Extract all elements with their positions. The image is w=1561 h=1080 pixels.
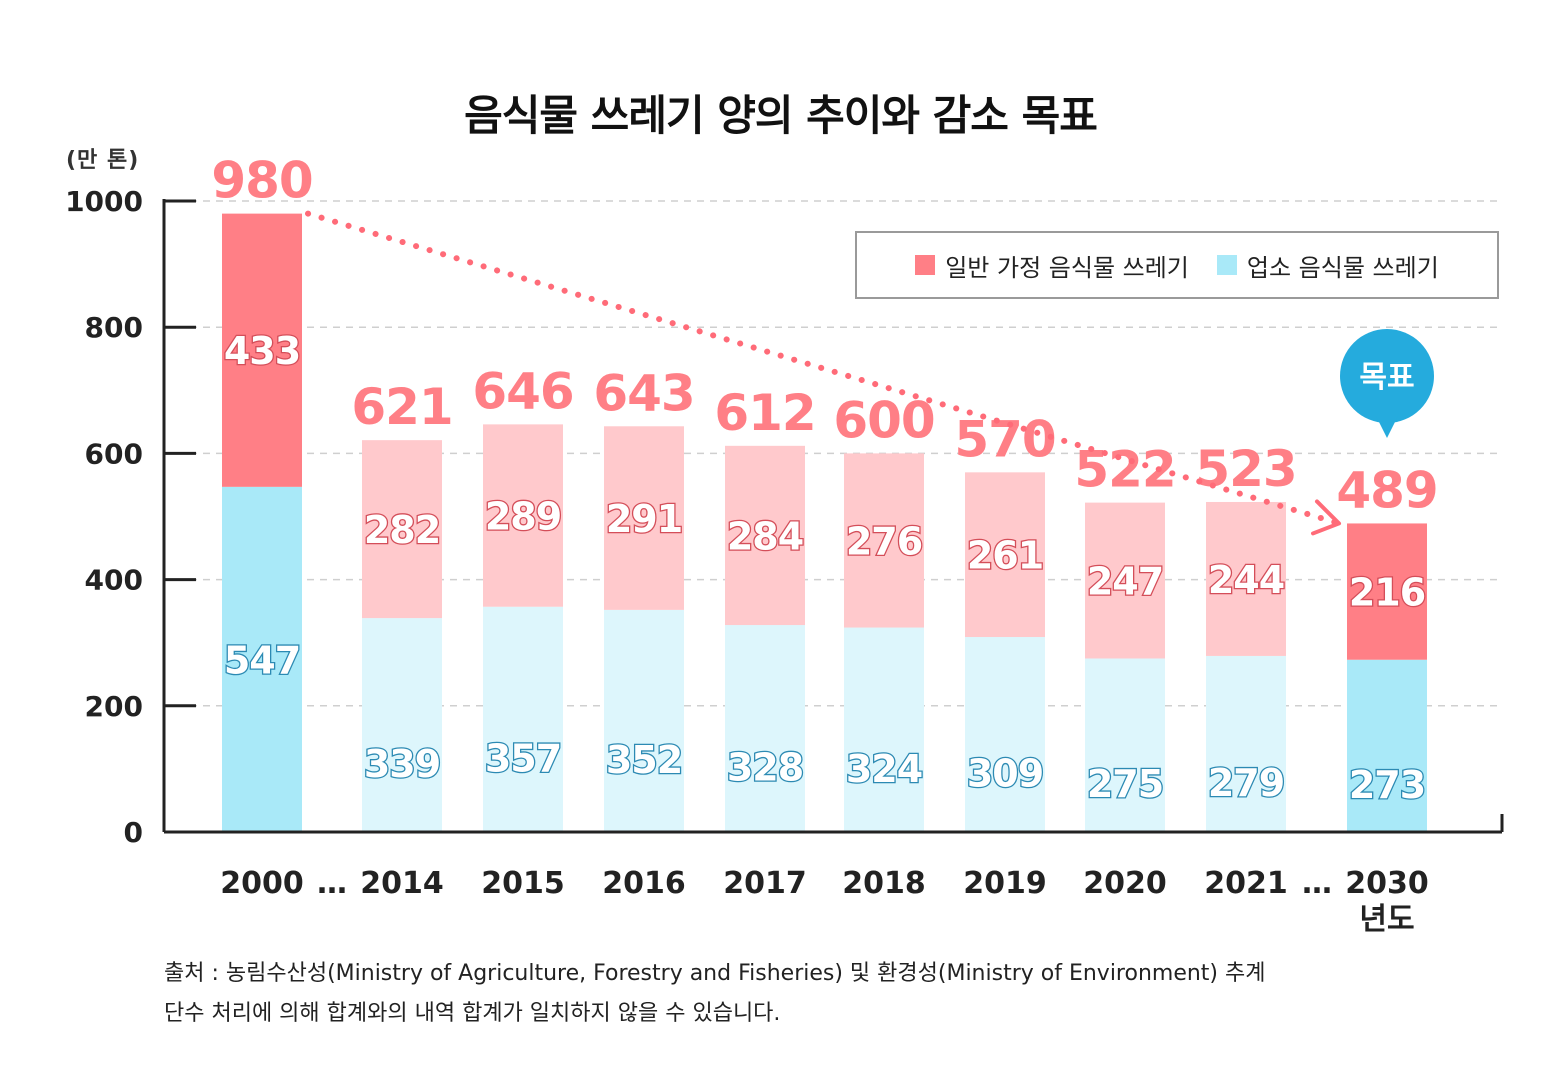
y-tick-label-1000: 1000 [65,185,143,218]
bar-business-2020 [1085,658,1165,832]
ellipsis-before-2030: … [1302,866,1332,901]
x-tick-label-2030: 2030 [1345,866,1429,901]
x-tick-label-2015: 2015 [481,866,565,901]
label-business-2019: 309 [967,752,1043,796]
label-business-2014: 339 [364,742,440,786]
target-badge-label: 목표 [1359,360,1414,395]
trend-arrowhead [1311,499,1341,536]
label-household-2019: 261 [967,534,1043,578]
x-tick-label-2016: 2016 [602,866,686,901]
label-household-2000: 433 [224,329,300,373]
legend-item-business: 업소 음식물 쓰레기 [1216,248,1439,283]
chart-title: 음식물 쓰레기 양의 추이와 감소 목표 [464,91,1098,140]
label-household-2014: 282 [364,508,440,552]
label-total-2016: 643 [593,364,694,422]
y-axis-unit: (만 톤) [66,148,140,173]
bar-household-2021 [1206,501,1286,656]
bar-business-2017 [725,625,805,832]
bar-household-2015 [483,424,563,607]
label-total-2018: 600 [833,391,934,449]
y-tick-label-200: 200 [85,690,143,723]
label-business-2017: 328 [727,746,803,790]
label-total-2019: 570 [954,410,1055,468]
x-tick-label-2018: 2018 [842,866,926,901]
label-household-2015: 289 [485,495,561,539]
x-tick-label-2017: 2017 [723,866,807,901]
x-tick-label-2014: 2014 [360,866,444,901]
legend: 일반 가정 음식물 쓰레기 업소 음식물 쓰레기 [855,231,1499,299]
label-total-2014: 621 [351,378,452,436]
label-total-2015: 646 [472,362,573,420]
trend-line [305,210,1342,527]
label-household-2017: 284 [727,514,803,558]
label-total-2021: 523 [1195,440,1296,498]
bar-business-2018 [844,627,924,832]
target-badge [1340,329,1434,423]
legend-swatch-household [915,255,936,275]
x-tick-label-2021: 2021 [1204,866,1288,901]
label-business-2020: 275 [1087,762,1163,806]
bar-business-2000 [222,486,302,832]
legend-label-business: 업소 음식물 쓰레기 [1246,253,1439,282]
label-household-2030: 216 [1349,571,1425,615]
y-tick-label-0: 0 [124,816,143,849]
label-household-2016: 291 [606,497,682,541]
label-business-2000: 547 [224,638,300,682]
bar-business-2021 [1206,655,1286,832]
label-total-2000: 980 [211,152,312,210]
label-business-2015: 357 [485,736,561,780]
bar-business-2016 [604,609,684,832]
bar-household-2016 [604,426,684,610]
bar-household-2018 [844,453,924,628]
bar-household-2014 [362,440,442,619]
label-household-2020: 247 [1087,560,1163,604]
x-tick-label-2019: 2019 [963,866,1047,901]
label-total-2030: 489 [1336,461,1437,519]
source-note: 출처 : 농림수산성(Ministry of Agriculture, Fore… [164,954,1494,1034]
legend-label-household: 일반 가정 음식물 쓰레기 [945,253,1189,282]
ellipsis-after-2000: … [317,866,347,901]
bar-business-2015 [483,606,563,832]
bar-business-2030 [1347,659,1427,832]
target-badge-pointer [1376,416,1398,438]
bar-household-2019 [965,472,1045,638]
label-business-2018: 324 [846,747,922,791]
bar-household-2030 [1347,523,1427,660]
x-tick-label-2020: 2020 [1083,866,1167,901]
bar-household-2000 [222,213,302,487]
bar-business-2014 [362,618,442,832]
y-tick-label-400: 400 [85,564,143,597]
legend-swatch-business [1216,255,1237,275]
label-business-2021: 279 [1208,761,1284,805]
x-axis-label: 년도 [1359,902,1414,937]
x-tick-label-2000: 2000 [220,866,304,901]
label-total-2017: 612 [714,384,815,442]
label-business-2030: 273 [1349,763,1425,807]
source-line-1: 출처 : 농림수산성(Ministry of Agriculture, Fore… [164,961,1266,986]
y-tick-label-800: 800 [85,311,143,344]
legend-item-household: 일반 가정 음식물 쓰레기 [915,248,1189,283]
label-household-2021: 244 [1208,558,1284,602]
bar-household-2017 [725,445,805,626]
bar-business-2019 [965,637,1045,832]
label-business-2016: 352 [606,738,682,782]
y-tick-label-600: 600 [85,437,143,470]
source-line-2: 단수 처리에 의해 합계와의 내역 합계가 일치하지 않을 수 있습니다. [164,1001,781,1026]
bar-household-2020 [1085,502,1165,659]
label-household-2018: 276 [846,519,922,563]
